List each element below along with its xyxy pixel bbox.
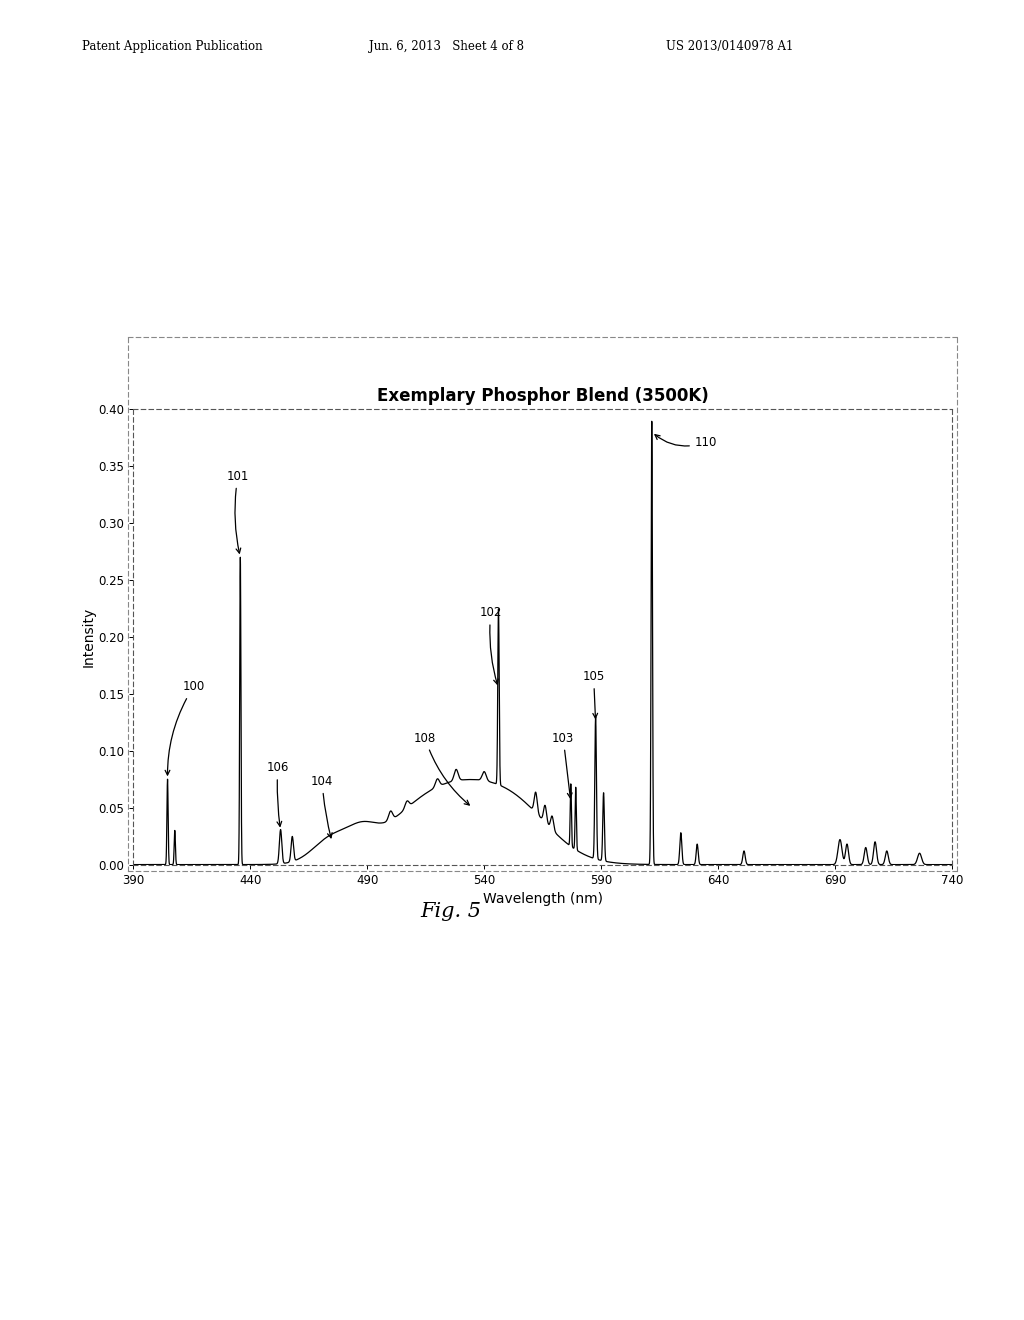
Text: US 2013/0140978 A1: US 2013/0140978 A1 bbox=[666, 40, 793, 53]
Text: 103: 103 bbox=[552, 731, 574, 797]
Text: 104: 104 bbox=[311, 775, 334, 838]
Text: 102: 102 bbox=[479, 606, 502, 684]
Text: 110: 110 bbox=[655, 434, 717, 449]
Text: Jun. 6, 2013   Sheet 4 of 8: Jun. 6, 2013 Sheet 4 of 8 bbox=[369, 40, 523, 53]
Text: 108: 108 bbox=[414, 731, 469, 805]
Text: 100: 100 bbox=[165, 680, 205, 775]
Y-axis label: Intensity: Intensity bbox=[81, 607, 95, 667]
Title: Exemplary Phosphor Blend (3500K): Exemplary Phosphor Blend (3500K) bbox=[377, 387, 709, 405]
Text: 106: 106 bbox=[266, 762, 289, 826]
Text: Patent Application Publication: Patent Application Publication bbox=[82, 40, 262, 53]
Text: 105: 105 bbox=[583, 671, 605, 718]
Text: 101: 101 bbox=[226, 470, 249, 553]
Text: Fig. 5: Fig. 5 bbox=[420, 903, 481, 921]
X-axis label: Wavelength (nm): Wavelength (nm) bbox=[482, 892, 603, 907]
